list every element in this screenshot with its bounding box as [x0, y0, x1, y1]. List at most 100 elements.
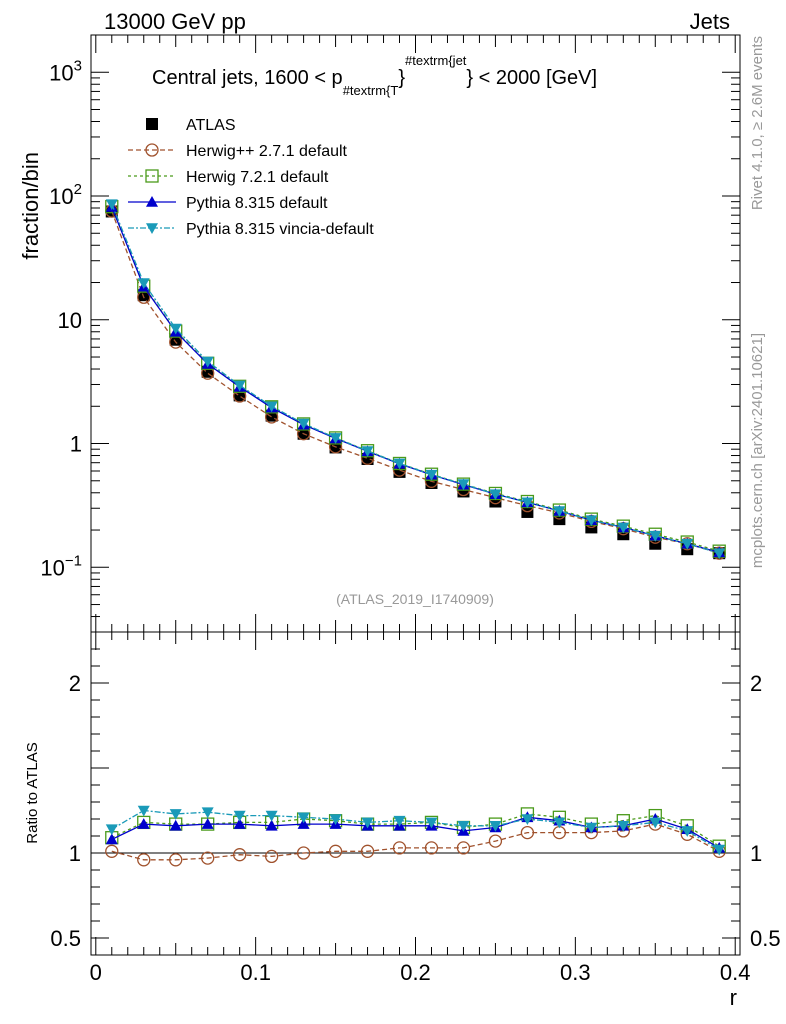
data-point: [713, 548, 726, 560]
ratio-point: [681, 826, 694, 837]
ratio-point: [137, 818, 150, 829]
plot-title-start: Central jets, 1600 < p: [152, 67, 343, 89]
y-tick-label: 102: [49, 181, 82, 209]
data-point: [329, 433, 342, 444]
ratio-point: [201, 818, 214, 829]
ratio-point: [457, 821, 470, 832]
ratio-point: [392, 841, 407, 855]
series-line: [111, 210, 720, 554]
legend-label: Pythia 8.315 vincia-default: [186, 221, 374, 238]
data-point: [585, 515, 598, 527]
header-right: Jets: [690, 9, 730, 34]
ratio-tick-label-left: 0.5: [50, 926, 81, 951]
legend-label: ATLAS: [186, 117, 236, 134]
data-point: [361, 446, 374, 458]
ratio-point: [201, 807, 214, 819]
legend-marker: [146, 196, 158, 207]
ratio-point: [137, 805, 150, 817]
x-tick-label: 0.4: [720, 960, 751, 985]
ratio-point: [328, 844, 343, 858]
plot-title-close: }: [398, 67, 405, 89]
ratio-point: [265, 810, 278, 822]
ratio-tick-label-right: 1: [750, 841, 762, 866]
data-point: [681, 538, 694, 550]
y-tick-label: 1: [70, 432, 82, 457]
ratio-point: [265, 819, 278, 831]
y-axis-label: fraction/bin: [18, 152, 43, 260]
ratio-point: [105, 844, 119, 858]
ratio-point: [393, 815, 406, 827]
ratio-plot-frame: [90, 631, 741, 956]
ratio-point: [553, 817, 566, 829]
ratio-y-axis: 2 2 1 1 0.5 0.5: [50, 648, 781, 951]
ratio-point: [713, 844, 726, 856]
ratio-point: [424, 841, 439, 855]
legend-label: Pythia 8.315 default: [186, 195, 328, 212]
ratio-point: [201, 851, 215, 865]
plot-title-end: } < 2000 [GeV]: [466, 67, 597, 89]
data-point: [105, 199, 118, 211]
x-tick-label: 0: [90, 960, 102, 985]
ratio-point: [361, 817, 374, 829]
x-tick-label: 0.3: [560, 960, 591, 985]
x-tick-label: 0.1: [240, 960, 271, 985]
side-label-mcplots: mcplots.cern.ch [arXiv:2401.10621]: [749, 333, 766, 568]
x-axis-label: r: [730, 985, 737, 1010]
ratio-point: [521, 814, 534, 825]
ratio-point: [169, 819, 182, 831]
data-point: [296, 417, 311, 431]
ratio-point: [617, 821, 630, 832]
ratio-point: [169, 809, 182, 820]
data-point: [425, 469, 438, 481]
data-point: [233, 379, 247, 393]
series-line: [111, 206, 720, 552]
legend-marker: [146, 223, 158, 234]
data-point: [297, 418, 310, 430]
ratio-point: [169, 853, 183, 867]
ratio-y-axis-label: Ratio to ATLAS: [24, 742, 41, 843]
ratio-point: [649, 817, 662, 829]
data-point: [553, 506, 566, 517]
data-point: [137, 278, 150, 290]
ratio-tick-label-right: 2: [750, 671, 762, 696]
y-tick-label: 103: [49, 57, 82, 85]
plot-title-sup: #textrm{jet: [405, 53, 467, 68]
ratio-tick-label-right: 0.5: [750, 926, 781, 951]
ratio-point: [137, 853, 151, 867]
x-tick-label: 0.2: [400, 960, 431, 985]
ratio-point: [520, 825, 535, 840]
ratio-point: [425, 817, 438, 829]
ratio-point: [585, 822, 598, 834]
legend-marker: [145, 143, 159, 157]
data-point: [521, 497, 534, 509]
data-point: [649, 530, 662, 542]
data-point: [457, 479, 470, 491]
ratio-point: [297, 812, 310, 824]
legend-label: Herwig++ 2.7.1 default: [186, 143, 348, 160]
legend-label: Herwig 7.2.1 default: [186, 169, 329, 186]
plot-title-sub: #textrm{T: [343, 83, 399, 98]
ratio-point: [297, 818, 310, 829]
ratio-point: [360, 844, 375, 858]
data-point: [169, 323, 182, 335]
ratio-point: [105, 833, 118, 845]
x-axis: 0 0.1 0.2 0.3 0.4: [90, 35, 751, 985]
ratio-point: [233, 848, 247, 862]
ratio-point: [105, 824, 118, 836]
ratio-point: [233, 818, 246, 829]
ratio-series-line: [111, 823, 720, 861]
ratio-tick-label-left: 2: [69, 671, 81, 696]
ratio-tick-label-left: 1: [69, 841, 81, 866]
data-point: [617, 522, 630, 534]
data-point: [233, 380, 246, 392]
y-tick-label: 10−1: [40, 552, 82, 580]
ratio-series-line: [111, 809, 720, 851]
ratio-point: [329, 814, 342, 825]
data-point: [264, 400, 279, 414]
ratio-point: [264, 849, 279, 864]
series-line: [111, 206, 720, 553]
ratio-point: [296, 846, 311, 860]
data-point: [201, 356, 214, 368]
side-label-rivet: Rivet 4.1.0, ≥ 2.6M events: [749, 36, 766, 210]
